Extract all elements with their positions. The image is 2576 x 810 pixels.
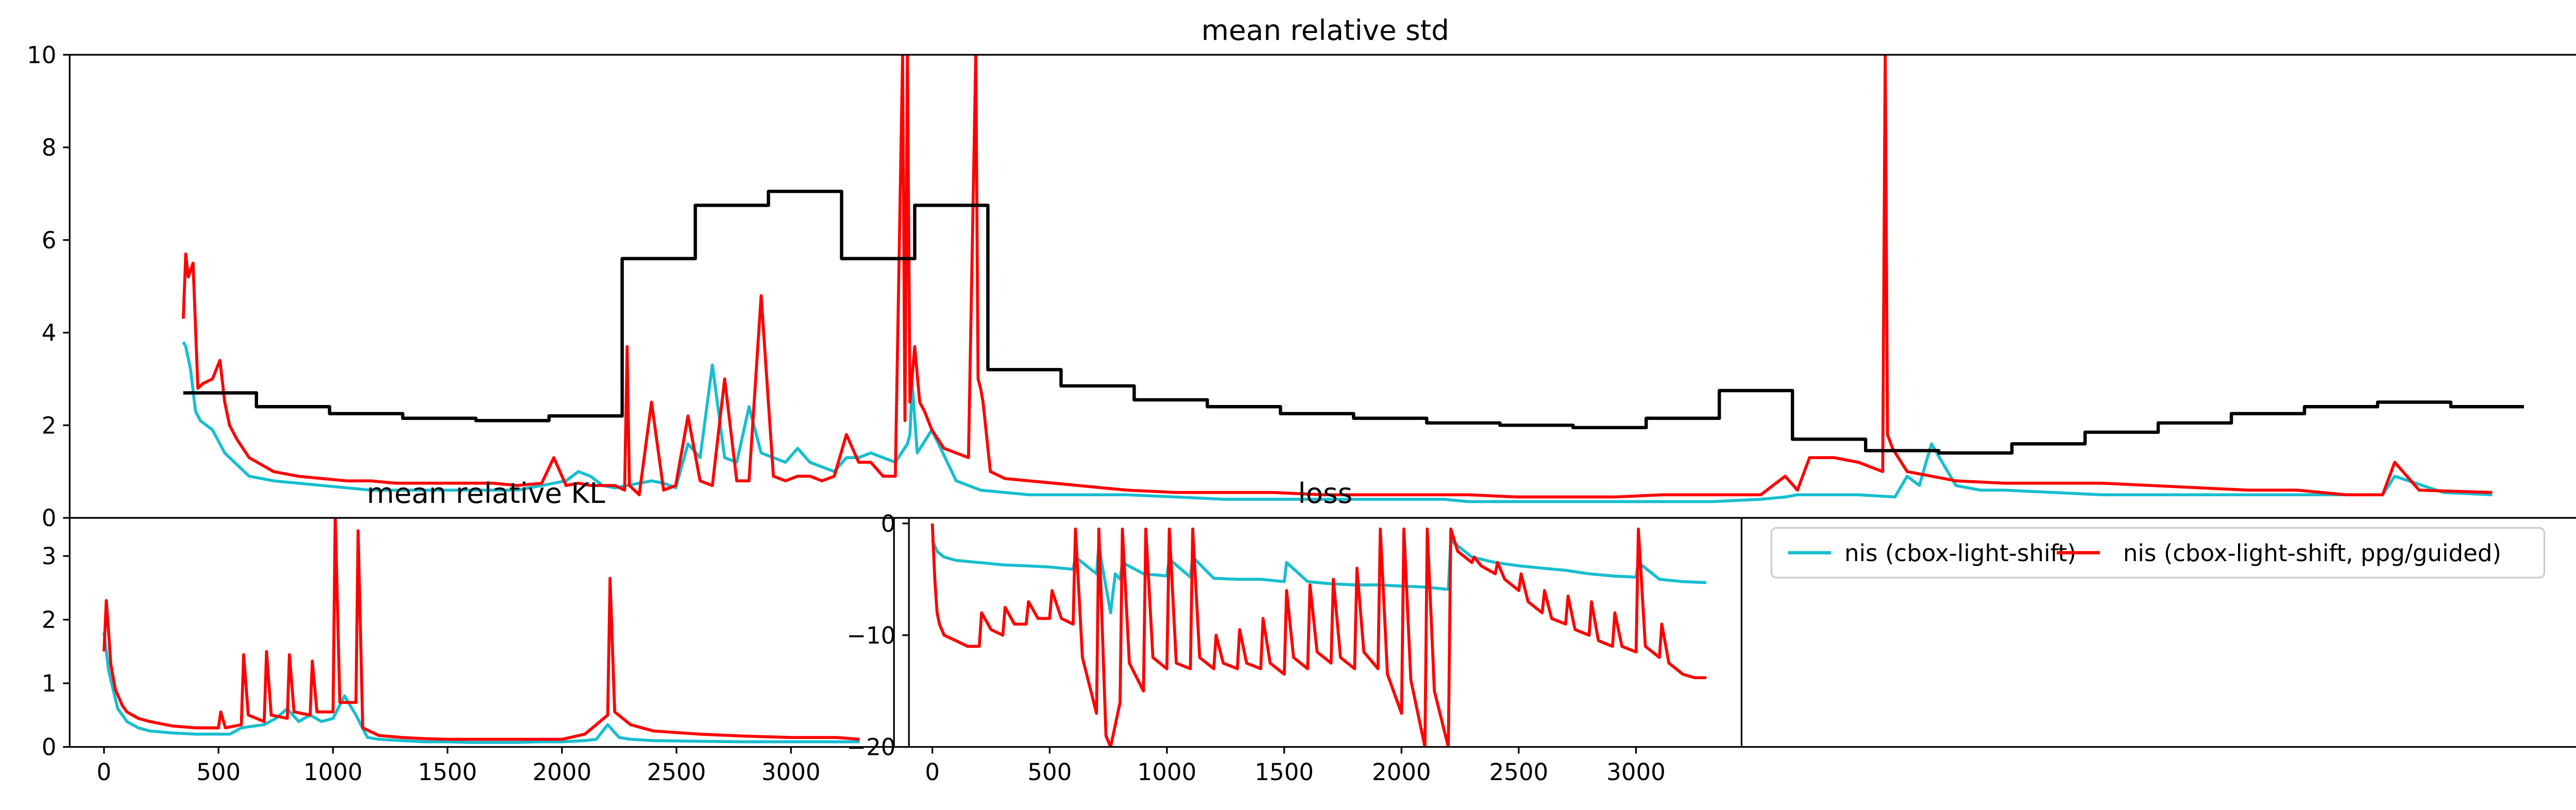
kl-xtick-label: 0 bbox=[97, 758, 112, 786]
kl-chart-title: mean relative KL bbox=[367, 477, 605, 510]
top-chart-frame bbox=[69, 54, 2576, 519]
legend-label-nis: nis (cbox-light-shift) bbox=[1844, 539, 2076, 567]
kl-xtick-label: 1000 bbox=[303, 758, 363, 786]
loss-ytick-label: −10 bbox=[846, 622, 895, 649]
top-ytick-label: 4 bbox=[42, 319, 57, 347]
loss-xtick-label: 2000 bbox=[1372, 758, 1431, 786]
top-series-2-line bbox=[183, 190, 2524, 455]
loss-chart-series bbox=[930, 523, 1707, 747]
legend-label-ppg: nis (cbox-light-shift, ppg/guided) bbox=[2123, 539, 2501, 567]
kl-xtick-label: 2000 bbox=[532, 758, 591, 786]
kl-series-0-line bbox=[102, 632, 860, 744]
kl-y-ticks: 0 1 2 3 bbox=[42, 543, 70, 761]
loss-x-ticks: 0 500 1000 1500 2000 2500 3000 bbox=[925, 747, 1666, 786]
loss-xtick-label: 500 bbox=[1027, 758, 1072, 786]
kl-xtick-label: 1500 bbox=[418, 758, 477, 786]
top-chart-series bbox=[181, 55, 2524, 503]
kl-x-ticks: 0 500 1000 1500 2000 2500 3000 bbox=[97, 747, 821, 786]
kl-xtick-label: 2500 bbox=[647, 758, 706, 786]
kl-chart-series bbox=[102, 518, 860, 744]
top-ytick-label: 10 bbox=[27, 41, 56, 69]
loss-xtick-label: 2500 bbox=[1489, 758, 1549, 786]
bottom-frame bbox=[69, 517, 2576, 748]
loss-ytick-label: 0 bbox=[881, 510, 896, 537]
kl-ytick-label: 3 bbox=[42, 543, 57, 570]
kl-ytick-label: 2 bbox=[42, 606, 57, 634]
top-ytick-label: 6 bbox=[42, 227, 57, 254]
kl-series-1-line bbox=[102, 518, 860, 741]
loss-xtick-label: 1500 bbox=[1255, 758, 1314, 786]
top-chart-title: mean relative std bbox=[1201, 13, 1449, 46]
kl-ytick-label: 1 bbox=[42, 670, 57, 697]
kl-xtick-label: 500 bbox=[196, 758, 241, 786]
top-ytick-label: 0 bbox=[42, 504, 57, 532]
top-ytick-label: 2 bbox=[42, 412, 57, 439]
loss-series-0-line bbox=[930, 538, 1707, 615]
top-ytick-label: 8 bbox=[42, 134, 57, 161]
top-y-ticks: 0 2 4 6 8 10 bbox=[27, 41, 70, 532]
loss-y-ticks: 0 −10 −20 bbox=[846, 510, 909, 761]
kl-xtick-label: 3000 bbox=[761, 758, 821, 786]
loss-xtick-label: 1000 bbox=[1138, 758, 1197, 786]
loss-xtick-label: 3000 bbox=[1606, 758, 1666, 786]
top-series-1-line bbox=[181, 55, 2493, 499]
loss-xtick-label: 0 bbox=[925, 758, 940, 786]
loss-ytick-label: −20 bbox=[846, 734, 895, 761]
loss-chart-title: loss bbox=[1298, 477, 1352, 510]
legend-box bbox=[1770, 527, 2546, 579]
legend: nis (cbox-light-shift) nis (cbox-light-s… bbox=[1770, 527, 2546, 579]
loss-series-1-line bbox=[930, 523, 1707, 747]
kl-ytick-label: 0 bbox=[42, 734, 57, 761]
